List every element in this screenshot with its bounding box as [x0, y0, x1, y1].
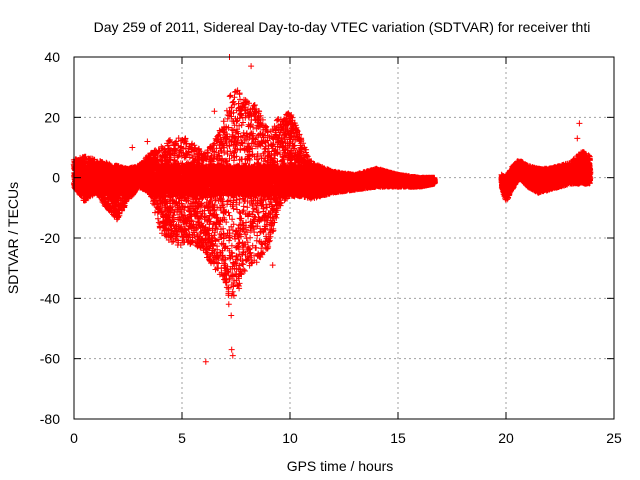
- y-tick-label: 0: [52, 170, 60, 186]
- y-tick-label: 40: [44, 49, 60, 65]
- y-tick-label: 20: [44, 109, 60, 125]
- x-tick-label: 20: [498, 430, 514, 446]
- y-tick-label: -60: [40, 351, 60, 367]
- y-tick-label: -20: [40, 230, 60, 246]
- axis-ticks: [73, 56, 615, 420]
- outlier-point: [144, 138, 151, 145]
- chart-title: Day 259 of 2011, Sidereal Day-to-day VTE…: [94, 19, 591, 35]
- outlier-point: [576, 120, 583, 127]
- outlier-point: [211, 108, 218, 115]
- x-axis-label: GPS time / hours: [287, 458, 394, 474]
- x-tick-label: 0: [70, 430, 78, 446]
- x-tick-label: 15: [390, 430, 406, 446]
- outlier-point: [269, 262, 276, 269]
- x-tick-label: 10: [282, 430, 298, 446]
- outlier-point: [129, 144, 136, 151]
- outlier-point: [574, 135, 581, 142]
- tick-labels: 0 5 10 15 20 25 -80 -60 -40 -20 0 20 40: [40, 49, 622, 446]
- x-tick-label: 5: [178, 430, 186, 446]
- outlier-point: [228, 346, 235, 353]
- y-tick-label: -80: [40, 411, 60, 427]
- outlier-point: [202, 358, 209, 365]
- outlier-point: [248, 63, 255, 70]
- x-tick-label: 25: [606, 430, 622, 446]
- y-axis-label: SDTVAR / TECUs: [5, 182, 21, 294]
- y-tick-label: -40: [40, 290, 60, 306]
- outlier-point: [229, 352, 236, 359]
